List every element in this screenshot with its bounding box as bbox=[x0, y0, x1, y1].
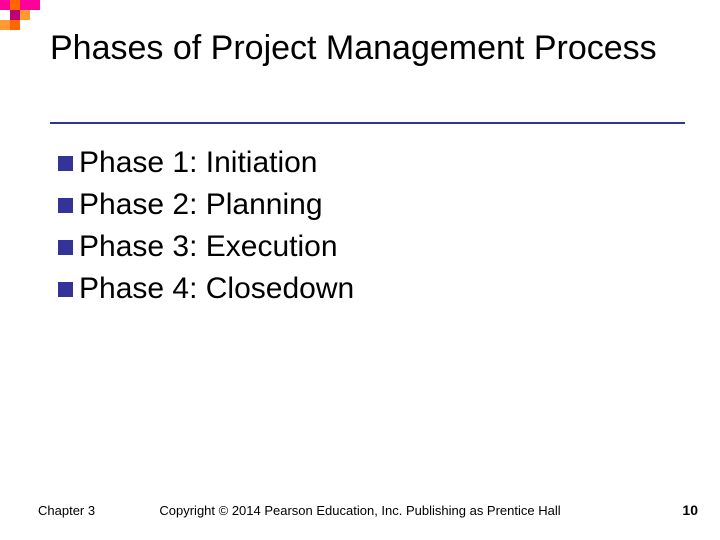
logo-block bbox=[30, 0, 40, 10]
logo-block bbox=[0, 0, 10, 10]
logo-block bbox=[20, 10, 30, 20]
title-underline bbox=[50, 122, 685, 124]
list-item-text: Phase 1: Initiation bbox=[79, 146, 318, 180]
slide-title: Phases of Project Management Process bbox=[50, 28, 690, 68]
logo-block bbox=[0, 20, 10, 30]
bullet-list: Phase 1: Initiation Phase 2: Planning Ph… bbox=[58, 146, 354, 314]
brand-logo-icon bbox=[0, 0, 48, 38]
list-item-text: Phase 2: Planning bbox=[79, 188, 323, 222]
logo-block bbox=[10, 0, 20, 10]
copyright-text: Copyright © 2014 Pearson Education, Inc.… bbox=[0, 503, 720, 518]
square-bullet-icon bbox=[58, 240, 73, 255]
list-item: Phase 2: Planning bbox=[58, 188, 354, 222]
list-item-text: Phase 3: Execution bbox=[79, 230, 338, 264]
square-bullet-icon bbox=[58, 282, 73, 297]
logo-block bbox=[10, 20, 20, 30]
square-bullet-icon bbox=[58, 156, 73, 171]
list-item: Phase 3: Execution bbox=[58, 230, 354, 264]
logo-block bbox=[20, 0, 30, 10]
list-item: Phase 1: Initiation bbox=[58, 146, 354, 180]
list-item: Phase 4: Closedown bbox=[58, 272, 354, 306]
page-number: 10 bbox=[682, 502, 698, 518]
list-item-text: Phase 4: Closedown bbox=[79, 272, 354, 306]
square-bullet-icon bbox=[58, 198, 73, 213]
slide: Phases of Project Management Process Pha… bbox=[0, 0, 720, 540]
logo-block bbox=[10, 10, 20, 20]
